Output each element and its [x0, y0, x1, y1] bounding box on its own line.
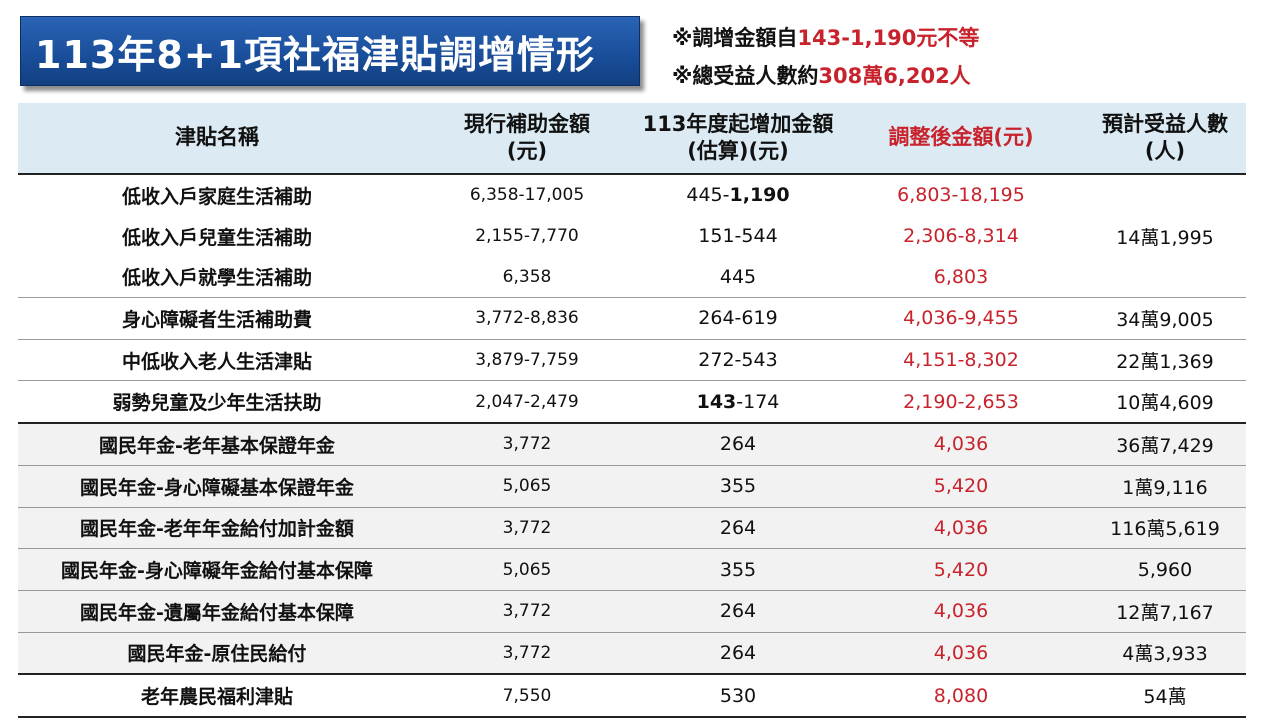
increase-amount: 264 [638, 590, 838, 633]
current-amount: 3,772 [416, 632, 638, 676]
beneficiaries-count: 12萬7,167 [1084, 590, 1246, 633]
increase-amount: 264 [638, 632, 838, 676]
increase-amount: 355 [638, 548, 838, 591]
current-amount: 3,772 [416, 423, 638, 466]
table-row: 國民年金-遺屬年金給付基本保障 3,772 264 4,036 12萬7,167 [18, 590, 1246, 633]
subsidy-name: 低收入戶家庭生活補助 [121, 185, 312, 208]
subsidy-name: 國民年金-老年基本保證年金 [18, 423, 416, 466]
adjusted-amount: 4,036 [838, 423, 1084, 466]
subsidy-name: 低收入戶就學生活補助 [18, 256, 416, 299]
table-row: 低收入戶兒童生活補助 2,155-7,770 151-544 2,306-8,3… [18, 216, 1246, 257]
current-amount: 6,358-17,005 [469, 185, 585, 206]
current-amount: 2,047-2,479 [416, 380, 638, 425]
subsidy-table: 津貼名稱 現行補助金額 (元) 113年度起增加金額 (估算)(元) 調整後金額(元… [18, 103, 1246, 718]
adjusted-amount: 5,420 [838, 465, 1084, 508]
subsidy-name: 國民年金-身心障礙基本保證年金 [18, 465, 416, 508]
beneficiaries-count: 116萬5,619 [1084, 507, 1246, 550]
beneficiaries-count: 34萬9,005 [1084, 297, 1246, 340]
increase-amount: 264-619 [638, 297, 838, 340]
beneficiaries-count: 1萬9,116 [1084, 465, 1246, 508]
table-row: 身心障礙者生活補助費 3,772-8,836 264-619 4,036-9,4… [18, 297, 1246, 340]
increase-amount: 272-543 [638, 339, 838, 382]
header-name: 津貼名稱 [18, 103, 416, 175]
header-adjusted: 調整後金額(元) [838, 103, 1084, 175]
table-row: 弱勢兒童及少年生活扶助 2,047-2,479 143-174 2,190-2,… [18, 380, 1246, 425]
adjusted-amount: 4,151-8,302 [838, 339, 1084, 382]
subsidy-name: 老年農民福利津貼 [18, 674, 416, 718]
adjusted-amount: 4,036 [838, 507, 1084, 550]
adjusted-amount: 6,803 [838, 256, 1084, 299]
adjusted-amount: 4,036 [838, 632, 1084, 676]
current-amount: 3,772 [416, 507, 638, 550]
subsidy-name: 國民年金-原住民給付 [18, 632, 416, 676]
adjusted-amount: 2,190-2,653 [838, 380, 1084, 425]
adjusted-amount: 6,803-18,195 [897, 184, 1025, 207]
beneficiaries-count: 54萬 [1084, 674, 1246, 718]
page-title: 113年8+1項社福津貼調增情形 [35, 32, 596, 77]
table-header-row: 津貼名稱 現行補助金額 (元) 113年度起增加金額 (估算)(元) 調整後金額(元… [18, 103, 1246, 175]
increase-amount: 264 [638, 507, 838, 550]
table-row: 老年農民福利津貼 7,550 530 8,080 54萬 [18, 674, 1246, 718]
current-amount: 2,155-7,770 [475, 226, 579, 247]
increase-amount: 151-544 [698, 225, 778, 248]
total-beneficiaries-value: 308萬6,202人 [818, 64, 971, 88]
increase-amount: 445-1,190 [686, 184, 790, 207]
beneficiaries-count: 4萬3,933 [1084, 632, 1246, 676]
table-row: 低收入戶就學生活補助 6,358 445 6,803 [18, 256, 1246, 299]
table-row: 國民年金-老年年金給付加計金額 3,772 264 4,036 116萬5,61… [18, 507, 1246, 550]
table-row: 國民年金-老年基本保證年金 3,772 264 4,036 36萬7,429 [18, 423, 1246, 466]
current-amount: 6,358 [416, 256, 638, 299]
adjusted-amount: 4,036-9,455 [838, 297, 1084, 340]
current-amount: 3,772 [416, 590, 638, 633]
subsidy-name: 弱勢兒童及少年生活扶助 [18, 380, 416, 425]
increase-amount: 445 [638, 256, 838, 299]
subsidy-name: 國民年金-遺屬年金給付基本保障 [18, 590, 416, 633]
subsidy-name: 中低收入老人生活津貼 [18, 339, 416, 382]
increase-amount: 143-174 [638, 380, 838, 425]
increase-range-value: 143-1,190元不等 [797, 26, 980, 50]
current-amount: 7,550 [416, 674, 638, 718]
note-total-beneficiaries: ※總受益人數約308萬6,202人 [672, 64, 971, 88]
table-row: 國民年金-身心障礙年金給付基本保障 5,065 355 5,420 5,960 [18, 548, 1246, 591]
current-amount: 3,879-7,759 [416, 339, 638, 382]
subsidy-name: 低收入戶兒童生活補助 [121, 226, 312, 249]
table-row: 國民年金-原住民給付 3,772 264 4,036 4萬3,933 [18, 632, 1246, 676]
subsidy-name: 身心障礙者生活補助費 [18, 297, 416, 340]
beneficiaries-count: 36萬7,429 [1084, 423, 1246, 466]
table-row: 國民年金-身心障礙基本保證年金 5,065 355 5,420 1萬9,116 [18, 465, 1246, 508]
header-current: 現行補助金額 (元) [416, 103, 638, 175]
table-row: 低收入戶家庭生活補助 6,358-17,005 445-1,190 6,803-… [18, 174, 1246, 299]
adjusted-amount: 5,420 [838, 548, 1084, 591]
increase-amount: 355 [638, 465, 838, 508]
beneficiaries-count: 10萬4,609 [1084, 380, 1246, 425]
adjusted-amount: 4,036 [838, 590, 1084, 633]
title-banner: 113年8+1項社福津貼調增情形 [20, 16, 640, 86]
adjusted-amount: 2,306-8,314 [903, 225, 1019, 248]
subsidy-name: 國民年金-身心障礙年金給付基本保障 [18, 548, 416, 591]
increase-amount: 264 [638, 423, 838, 466]
note-increase-range: ※調增金額自143-1,190元不等 [672, 26, 980, 50]
increase-amount: 530 [638, 674, 838, 718]
current-amount: 5,065 [416, 548, 638, 591]
current-amount: 5,065 [416, 465, 638, 508]
beneficiaries-count: 14萬1,995 [1084, 174, 1246, 299]
beneficiaries-count: 22萬1,369 [1084, 339, 1246, 382]
adjusted-amount: 8,080 [838, 674, 1084, 718]
current-amount: 3,772-8,836 [416, 297, 638, 340]
table-row: 中低收入老人生活津貼 3,879-7,759 272-543 4,151-8,3… [18, 339, 1246, 382]
header-beneficiaries: 預計受益人數 (人) [1084, 103, 1246, 175]
beneficiaries-count: 5,960 [1084, 548, 1246, 591]
header-increase: 113年度起增加金額 (估算)(元) [638, 103, 838, 175]
subsidy-name: 國民年金-老年年金給付加計金額 [18, 507, 416, 550]
